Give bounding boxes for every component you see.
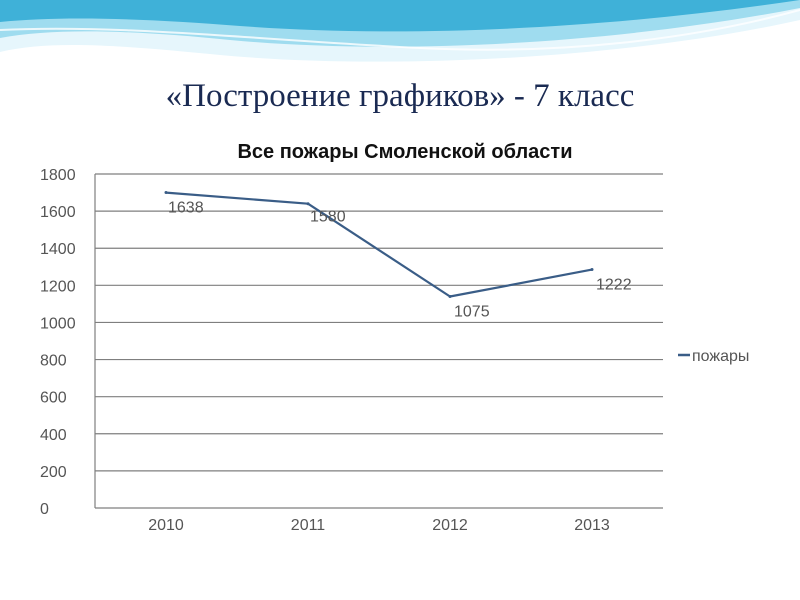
x-tick-label: 2010 <box>148 517 184 534</box>
y-tick-label: 800 <box>40 353 67 370</box>
x-tick-label: 2011 <box>291 517 326 534</box>
slide-title: «Построение графиков» - 7 класс <box>165 78 635 114</box>
y-tick-labels: 0 200 400 600 800 1000 1200 1400 1600 1800 <box>40 167 76 518</box>
x-tick-label: 2013 <box>574 517 610 534</box>
data-point <box>306 202 310 206</box>
y-tick-label: 1200 <box>40 278 76 295</box>
data-label: 1580 <box>310 209 346 226</box>
axes <box>94 174 663 509</box>
y-tick-label: 400 <box>40 427 67 444</box>
y-tick-label: 1400 <box>40 241 76 258</box>
chart-title: Все пожары Смоленской области <box>237 141 572 163</box>
y-tick-label: 1600 <box>40 204 76 221</box>
header-wave-decoration <box>0 0 800 62</box>
y-tick-label: 1000 <box>40 315 76 332</box>
y-tick-label: 200 <box>40 464 67 481</box>
gridlines <box>95 173 663 472</box>
y-tick-label: 600 <box>40 390 67 407</box>
data-point <box>448 294 452 298</box>
data-label: 1222 <box>596 277 632 294</box>
wave-highlight <box>0 9 800 51</box>
x-tick-label: 2012 <box>432 517 468 534</box>
legend-label: пожары <box>692 348 749 365</box>
x-tick-labels: 2010 2011 2012 2013 <box>148 517 610 534</box>
y-tick-label: 0 <box>40 501 49 518</box>
data-labels: 1638 1580 1075 1222 <box>168 200 632 321</box>
series-line <box>165 191 593 298</box>
y-tick-label: 1800 <box>40 167 76 184</box>
data-label: 1075 <box>454 303 490 320</box>
series-lines <box>164 191 594 298</box>
data-point <box>590 268 594 272</box>
wave-band-dark <box>0 0 800 32</box>
data-point <box>164 191 168 195</box>
data-label: 1638 <box>168 200 204 217</box>
legend: пожары <box>678 348 749 365</box>
